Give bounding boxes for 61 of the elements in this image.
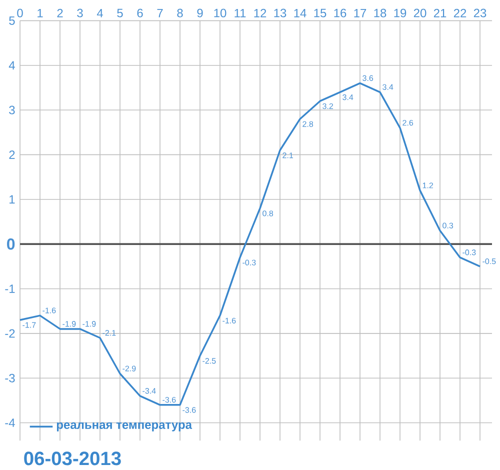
data-label: -2.9 — [122, 366, 136, 372]
x-tick-label: 21 — [434, 8, 446, 18]
x-tick-label: 11 — [234, 9, 246, 18]
data-label: 0.3 — [442, 222, 454, 228]
x-tick-label: 3 — [77, 8, 83, 18]
y-tick-label: -4 — [5, 418, 15, 427]
data-label: -1.7 — [22, 322, 36, 328]
x-tick-label: 4 — [96, 9, 103, 18]
x-tick-label: 14 — [294, 9, 306, 18]
x-tick-label: 2 — [57, 8, 63, 18]
data-label: -1.6 — [42, 308, 56, 314]
y-tick-label: -1 — [5, 284, 15, 293]
data-label: -1.9 — [82, 321, 96, 327]
data-label: 2.6 — [402, 120, 414, 126]
x-tick-label: 1 — [38, 9, 43, 18]
x-tick-label: 19 — [394, 8, 406, 18]
x-tick-label: 15 — [314, 8, 326, 18]
data-label: -0.3 — [242, 260, 256, 266]
x-tick-label: 23 — [474, 8, 486, 18]
y-tick-label: -3 — [5, 374, 15, 382]
data-label: 1.2 — [422, 182, 433, 188]
y-tick-label: -2 — [5, 329, 15, 338]
x-tick-label: 0 — [17, 8, 23, 18]
text: 06-03-2013 — [24, 452, 121, 466]
x-tick-label: 20 — [414, 8, 426, 18]
x-tick-label: 7 — [157, 9, 163, 18]
data-label: -3.4 — [142, 388, 156, 394]
data-label: 3.2 — [322, 103, 333, 110]
x-tick-label: 18 — [374, 8, 386, 18]
x-tick-label: 12 — [254, 8, 266, 18]
x-tick-label: 17 — [354, 9, 366, 18]
data-label: -3.6 — [162, 396, 176, 403]
data-label: 3.6 — [362, 75, 374, 81]
y-tick-label: 2 — [9, 150, 15, 159]
y-tick-label: 0 — [7, 238, 15, 250]
data-label: 3.4 — [382, 84, 394, 90]
x-tick-label: 16 — [334, 8, 346, 18]
x-tick-label: 6 — [137, 8, 143, 18]
x-tick-label: 22 — [454, 8, 466, 18]
x-tick-label: 13 — [274, 8, 286, 18]
line-series — [19, 82, 481, 406]
data-label: 2.8 — [302, 121, 314, 127]
data-label: 3.4 — [342, 94, 354, 100]
y-tick-label: 1 — [10, 195, 15, 204]
y-tick-label: 5 — [9, 16, 15, 25]
y-tick-label: 3 — [9, 106, 15, 114]
x-tick-label: 10 — [214, 8, 226, 18]
data-label: -2.5 — [202, 358, 216, 364]
legend-label: реальная температура — [56, 422, 192, 432]
data-label: 2.1 — [282, 152, 293, 158]
x-tick-label: 9 — [197, 8, 203, 18]
data-label: -2.1 — [102, 330, 116, 336]
x-tick-label: 8 — [177, 8, 183, 18]
data-label: -0.3 — [462, 250, 476, 256]
data-label: -0.5 — [482, 258, 496, 264]
y-tick-label: 4 — [8, 61, 15, 70]
x-tick-label: 5 — [117, 8, 123, 18]
data-label: 0.8 — [262, 210, 274, 216]
data-label: -3.6 — [182, 407, 196, 413]
data-label: -1.6 — [222, 318, 236, 324]
data-label: -1.9 — [62, 321, 76, 327]
